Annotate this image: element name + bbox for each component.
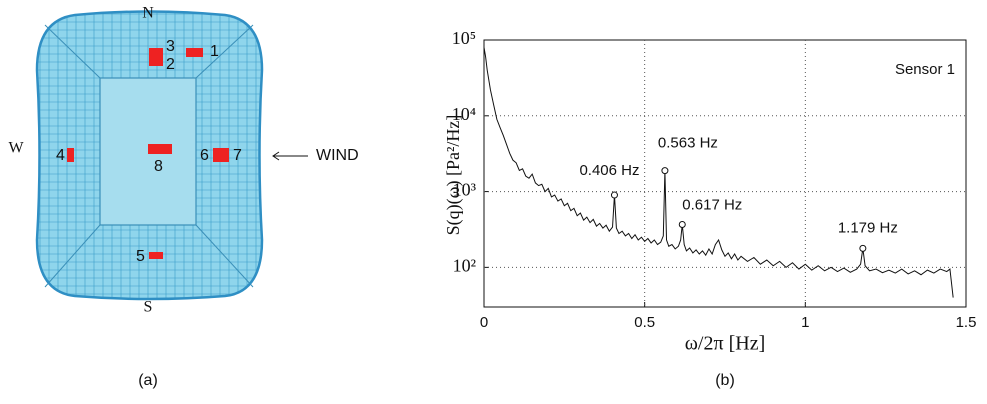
sensor-marker bbox=[67, 148, 74, 162]
sensor-label: 3 bbox=[166, 38, 175, 55]
peak-label: 0.617 Hz bbox=[682, 196, 742, 213]
peak-marker bbox=[860, 245, 866, 251]
sensor-marker bbox=[149, 48, 163, 66]
peak-marker bbox=[679, 221, 685, 227]
west-label: W bbox=[8, 140, 24, 157]
peak-marker bbox=[611, 192, 617, 198]
sensor-marker bbox=[213, 148, 229, 162]
sensor-marker bbox=[149, 252, 163, 259]
x-axis-label: ω/2π [Hz] bbox=[685, 333, 765, 355]
north-label: N bbox=[142, 5, 154, 22]
sensor-label: 5 bbox=[136, 248, 145, 265]
roof-diagram: 1 2 3 4 5 6 7 8 N S W WIND (a) bbox=[8, 5, 358, 390]
sensor-marker bbox=[186, 48, 203, 57]
sensor-label: 6 bbox=[200, 147, 209, 164]
y-tick-label: 10⁵ bbox=[452, 28, 476, 48]
sensor-label: 8 bbox=[154, 158, 163, 175]
peak-marker bbox=[662, 168, 668, 174]
y-tick-label: 10⁴ bbox=[452, 104, 476, 124]
south-label: S bbox=[144, 299, 153, 316]
figure: 1 2 3 4 5 6 7 8 N S W WIND (a) (b) ω/2π … bbox=[0, 0, 987, 399]
peak-label: 0.406 Hz bbox=[579, 162, 639, 179]
sensor-label: 7 bbox=[233, 147, 242, 164]
peak-label: 1.179 Hz bbox=[838, 219, 898, 236]
wind-label: WIND bbox=[316, 147, 359, 164]
y-tick-label: 10³ bbox=[453, 180, 477, 200]
sensor-marker bbox=[148, 144, 172, 154]
sensor-annotation: Sensor 1 bbox=[895, 61, 955, 78]
peak-label: 0.563 Hz bbox=[658, 135, 718, 152]
spectrum-line bbox=[484, 47, 953, 297]
sensor-label: 2 bbox=[166, 56, 175, 73]
spectrum-chart: (b) ω/2π [Hz] S(q)(ω) [Pa²/Hz] Sensor 1 … bbox=[443, 28, 976, 389]
x-tick-label: 1 bbox=[801, 314, 809, 331]
panel-caption: (b) bbox=[715, 372, 735, 389]
x-tick-label: 0.5 bbox=[634, 314, 655, 331]
y-tick-label: 10² bbox=[453, 255, 476, 275]
y-axis-label: S(q)(ω) [Pa²/Hz] bbox=[443, 115, 464, 236]
panel-caption: (a) bbox=[138, 372, 158, 389]
x-tick-label: 0 bbox=[480, 314, 488, 331]
sensor-label: 1 bbox=[210, 43, 219, 60]
x-tick-label: 1.5 bbox=[956, 314, 977, 331]
sensor-label: 4 bbox=[56, 147, 65, 164]
